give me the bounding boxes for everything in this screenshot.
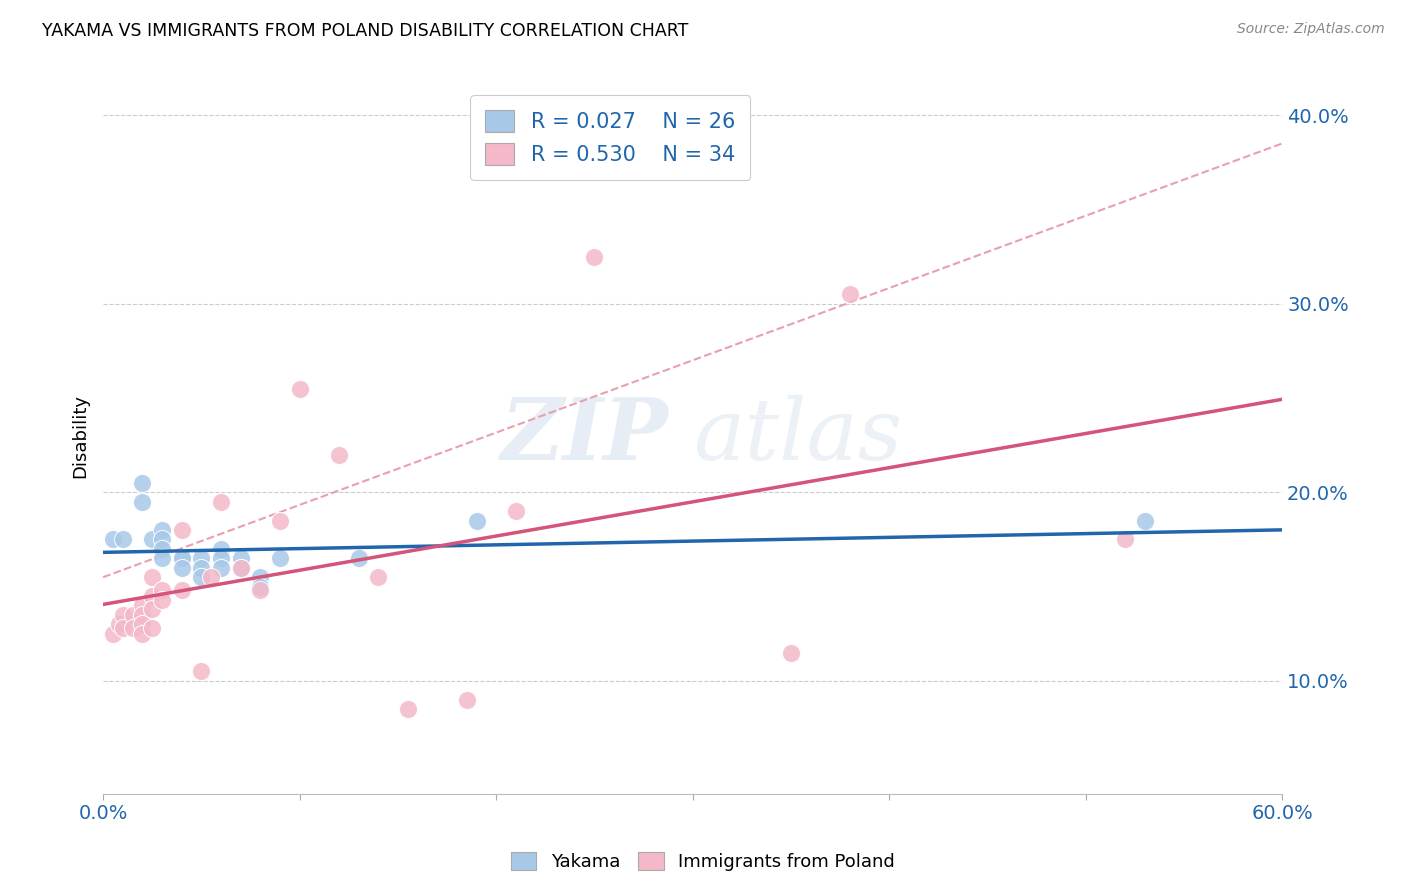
Text: YAKAMA VS IMMIGRANTS FROM POLAND DISABILITY CORRELATION CHART: YAKAMA VS IMMIGRANTS FROM POLAND DISABIL… — [42, 22, 689, 40]
Point — [465, 514, 488, 528]
Point — [269, 514, 291, 528]
Point — [583, 250, 606, 264]
Point — [269, 551, 291, 566]
Point — [209, 541, 232, 556]
Point — [121, 607, 143, 622]
Point — [190, 570, 212, 584]
Point — [150, 551, 173, 566]
Point — [101, 627, 124, 641]
Point — [141, 602, 163, 616]
Point — [347, 551, 370, 566]
Point — [838, 287, 860, 301]
Point — [1133, 514, 1156, 528]
Legend: R = 0.027    N = 26, R = 0.530    N = 34: R = 0.027 N = 26, R = 0.530 N = 34 — [471, 95, 749, 180]
Point — [367, 570, 389, 584]
Point — [131, 607, 153, 622]
Text: Source: ZipAtlas.com: Source: ZipAtlas.com — [1237, 22, 1385, 37]
Point — [249, 570, 271, 584]
Point — [288, 382, 311, 396]
Point — [249, 583, 271, 598]
Point — [150, 583, 173, 598]
Point — [108, 617, 131, 632]
Point — [170, 561, 193, 575]
Point — [396, 702, 419, 716]
Point — [209, 495, 232, 509]
Point — [170, 523, 193, 537]
Point — [150, 533, 173, 547]
Point — [141, 533, 163, 547]
Point — [101, 533, 124, 547]
Point — [141, 621, 163, 635]
Point — [131, 627, 153, 641]
Point — [170, 551, 193, 566]
Point — [170, 583, 193, 598]
Point — [229, 561, 252, 575]
Point — [170, 551, 193, 566]
Point — [150, 541, 173, 556]
Point — [190, 561, 212, 575]
Text: ZIP: ZIP — [501, 394, 669, 477]
Point — [200, 570, 222, 584]
Point — [780, 646, 803, 660]
Point — [456, 692, 478, 706]
Point — [190, 551, 212, 566]
Point — [209, 551, 232, 566]
Point — [328, 448, 350, 462]
Point — [505, 504, 527, 518]
Point — [131, 599, 153, 613]
Point — [111, 621, 134, 635]
Point — [229, 561, 252, 575]
Point — [209, 561, 232, 575]
Point — [150, 592, 173, 607]
Point — [131, 617, 153, 632]
Y-axis label: Disability: Disability — [72, 393, 89, 478]
Point — [1114, 533, 1136, 547]
Point — [141, 589, 163, 603]
Point — [249, 580, 271, 594]
Point — [111, 533, 134, 547]
Point — [141, 570, 163, 584]
Point — [131, 475, 153, 490]
Legend: Yakama, Immigrants from Poland: Yakama, Immigrants from Poland — [503, 845, 903, 879]
Point — [111, 607, 134, 622]
Point — [150, 523, 173, 537]
Point — [190, 665, 212, 679]
Text: atlas: atlas — [693, 394, 901, 477]
Point — [121, 621, 143, 635]
Point — [131, 495, 153, 509]
Point — [229, 551, 252, 566]
